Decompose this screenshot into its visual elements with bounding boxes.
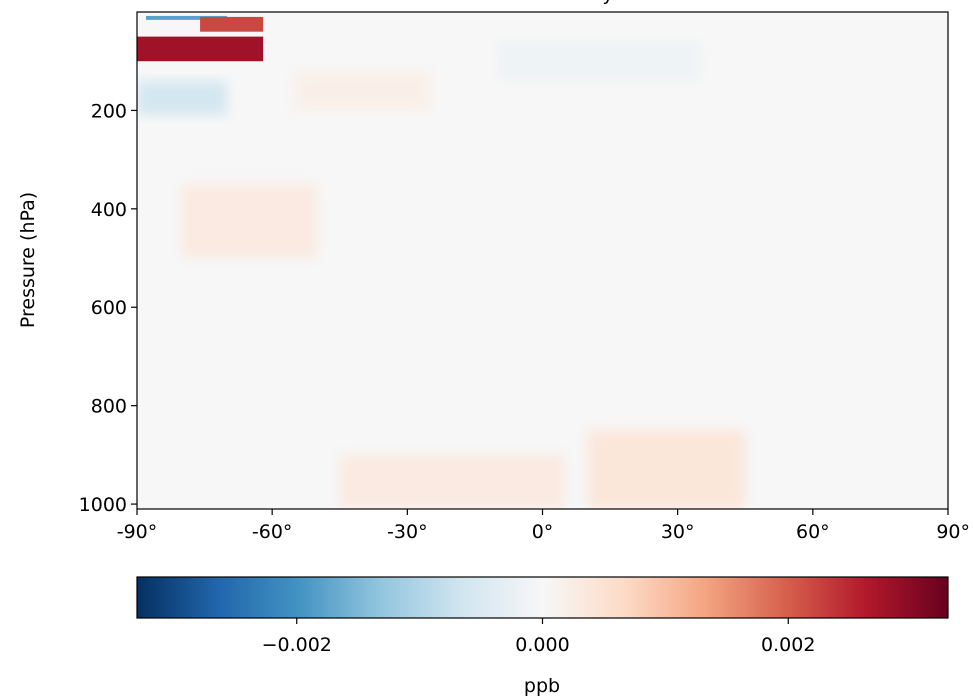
chart-title-fragment: y <box>602 0 613 5</box>
heatmap-cell <box>294 71 430 111</box>
y-axis: 200 400 600 800 1000 <box>79 100 137 516</box>
colorbar-ticks: −0.002 0.000 0.002 <box>262 618 815 656</box>
tick-label: 0.000 <box>515 634 569 656</box>
tick-label: -60° <box>252 521 293 543</box>
heatmap-cell <box>137 80 228 116</box>
plot-background <box>137 12 948 509</box>
tick-label: -90° <box>117 521 158 543</box>
heatmap-cell <box>200 16 264 32</box>
tick-label: 200 <box>91 100 127 122</box>
heatmap-cell <box>182 184 318 259</box>
colorbar-label: ppb <box>524 675 560 697</box>
colorbar-gradient <box>136 576 949 619</box>
tick-label: −0.002 <box>262 634 332 656</box>
tick-label: 90° <box>936 521 970 543</box>
tick-label: -30° <box>387 521 428 543</box>
y-axis-label: Pressure (hPa) <box>17 192 39 328</box>
tick-label: 800 <box>91 396 127 418</box>
colorbar: −0.002 0.000 0.002 ppb <box>136 576 949 697</box>
heatmap-cell <box>146 15 228 20</box>
tick-label: 60° <box>796 521 830 543</box>
heatmap-cell <box>339 454 566 509</box>
tick-label: 0.002 <box>761 634 815 656</box>
tick-label: 1000 <box>79 494 127 516</box>
heatmap-cells <box>137 15 746 509</box>
heatmap-plot-area <box>136 11 949 510</box>
tick-label: 0° <box>532 521 554 543</box>
x-axis: -90° -60° -30° 0° 30° 60° 90° <box>117 509 970 543</box>
heatmap-cell <box>497 41 701 81</box>
tick-label: 400 <box>91 199 127 221</box>
heatmap-cell <box>137 36 264 62</box>
tick-label: 600 <box>91 297 127 319</box>
tick-label: 30° <box>661 521 695 543</box>
heatmap-cell <box>587 430 746 509</box>
